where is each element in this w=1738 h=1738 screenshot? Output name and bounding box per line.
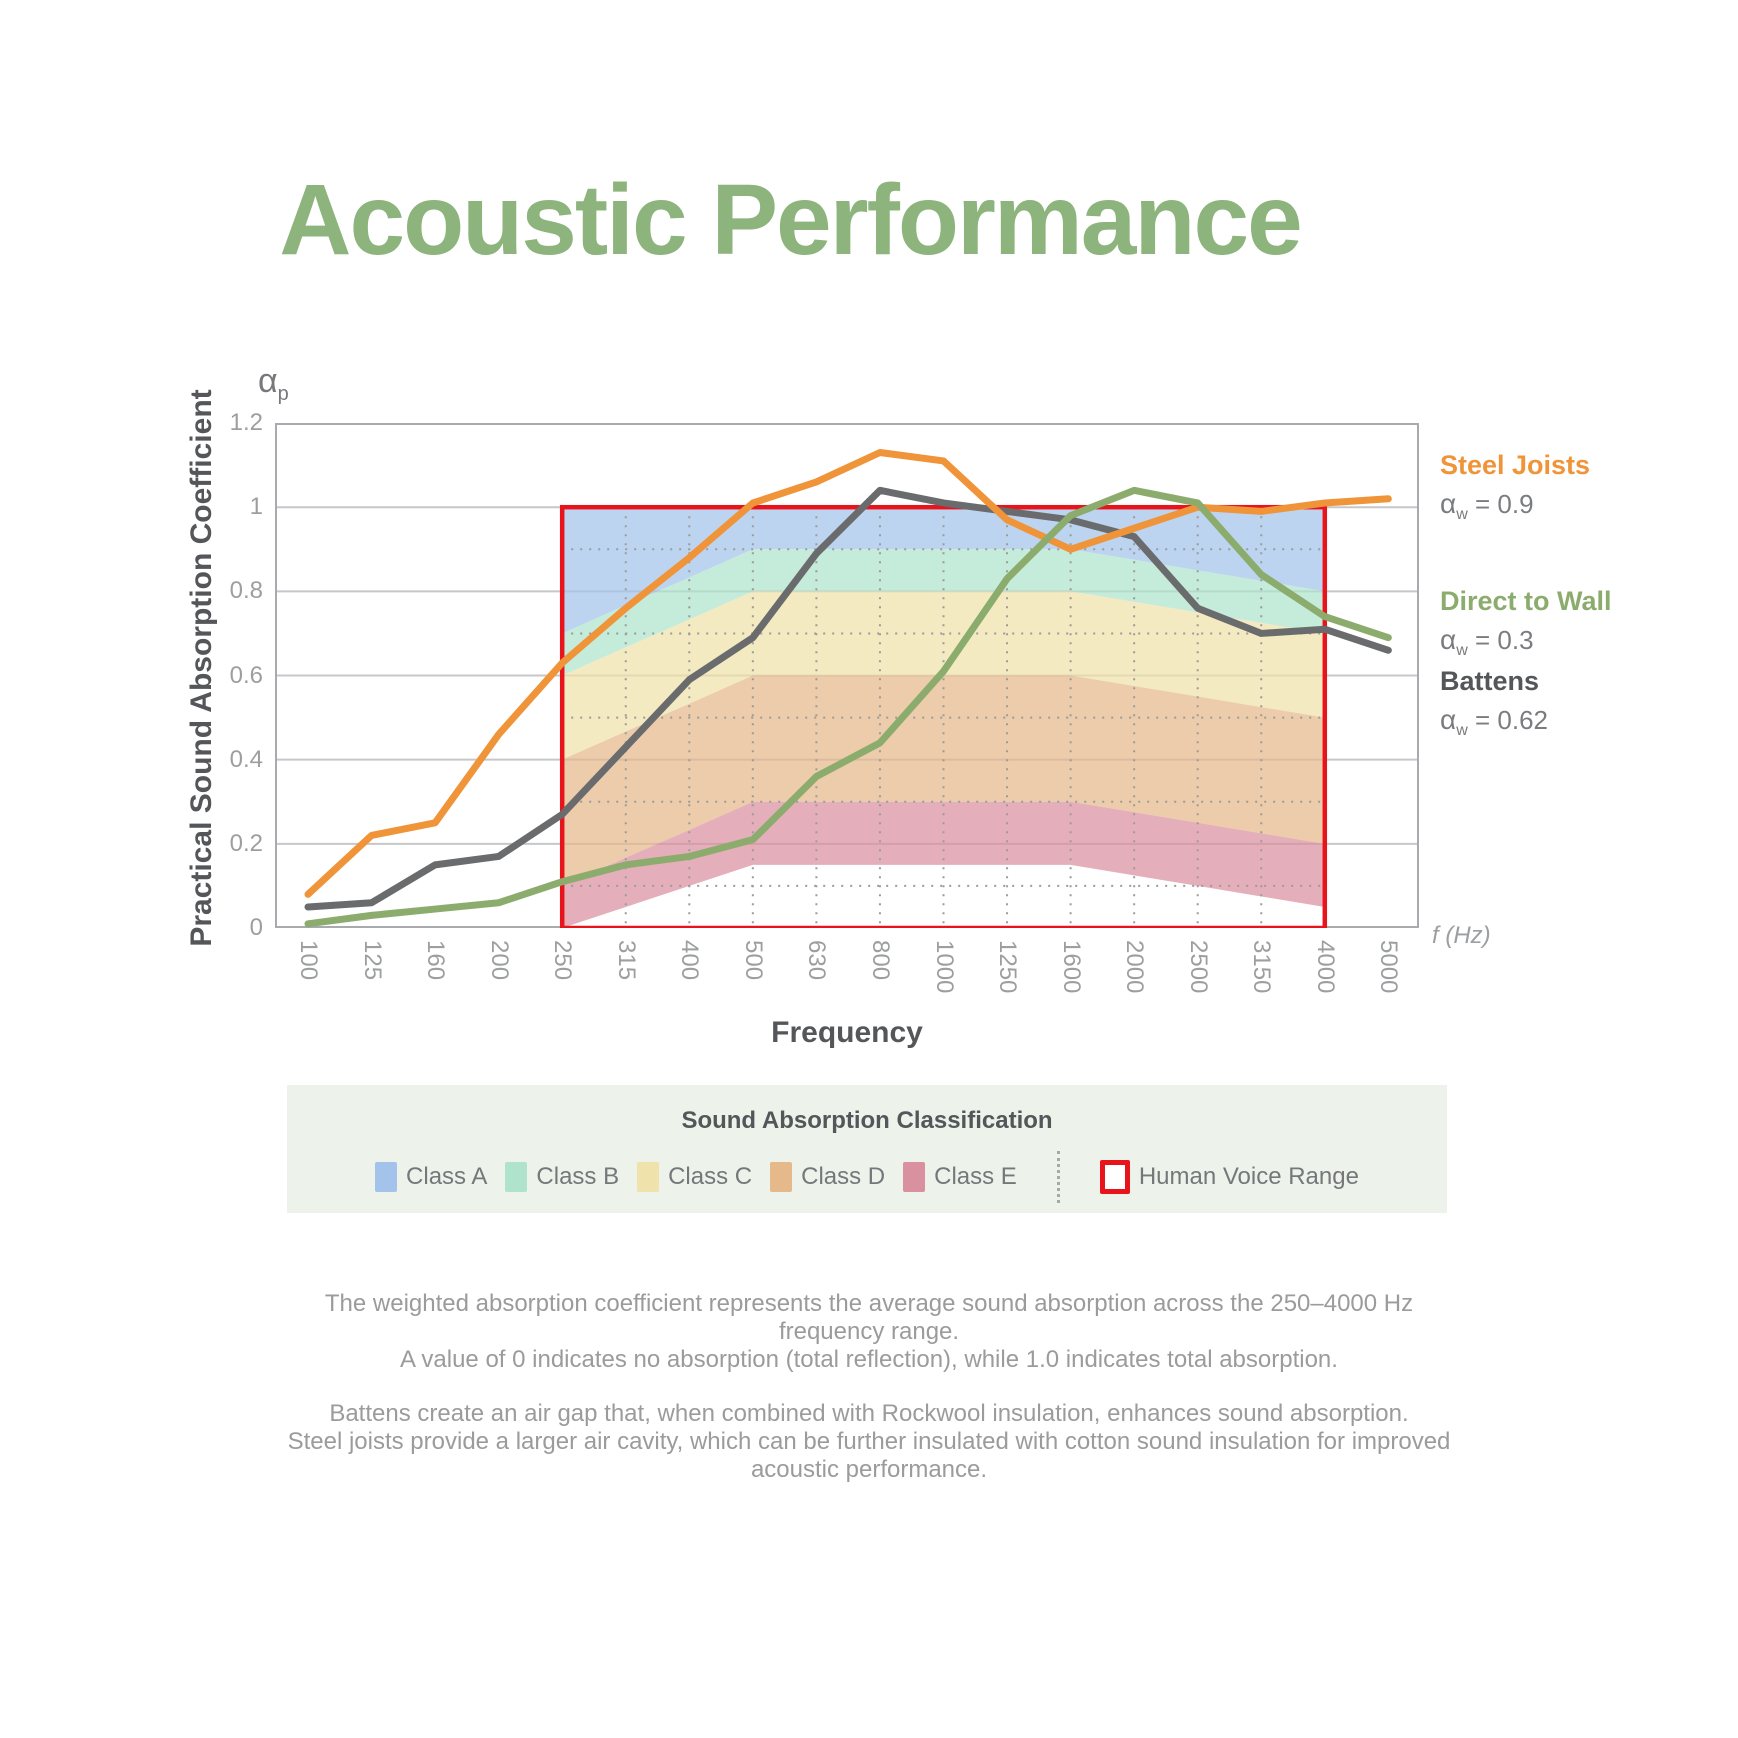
- x-axis-title: Frequency: [771, 1016, 923, 1049]
- legend-item-class-c: Class C: [637, 1162, 752, 1192]
- y-tick-label: 0.6: [229, 661, 263, 689]
- class-b-swatch-icon: [505, 1162, 528, 1192]
- x-tick-label: 5000: [1375, 940, 1403, 994]
- series-line-battens: [304, 486, 1392, 911]
- class-d-swatch-icon: [770, 1162, 793, 1192]
- series-alpha-w: αw = 0.3: [1440, 624, 1534, 660]
- legend-row: Class A Class B Class C Class D Class E: [287, 1151, 1447, 1203]
- x-tick-label: 125: [358, 940, 386, 981]
- class-a-swatch-icon: [375, 1162, 398, 1192]
- note-battens-joists: Battens create an air gap that, when com…: [287, 1400, 1451, 1483]
- x-tick-label: 315: [612, 940, 640, 981]
- y-tick-label: 0.8: [229, 577, 263, 605]
- x-tick-label: 250: [549, 940, 577, 981]
- legend-title: Sound Absorption Classification: [681, 1107, 1053, 1134]
- y-tick-label: 0: [249, 914, 263, 941]
- series-name: Steel Joists: [1440, 450, 1591, 480]
- series-line-direct-to-wall: [304, 486, 1392, 928]
- series-label-battens: Battens αw = 0.62: [1440, 666, 1548, 740]
- x-tick-label: 100: [295, 940, 322, 981]
- legend-item-human-voice-range: Human Voice Range: [1099, 1160, 1359, 1194]
- legend-item-class-a: Class A: [375, 1162, 487, 1192]
- x-tick-label: 1000: [930, 940, 958, 994]
- class-c-swatch-icon: [637, 1162, 660, 1192]
- legend-separator: [1056, 1151, 1060, 1203]
- legend-item-class-e: Class E: [903, 1162, 1017, 1192]
- legend-item-class-b: Class B: [505, 1162, 619, 1192]
- x-tick-label: 1600: [1057, 940, 1085, 994]
- series-alpha-w: αw = 0.9: [1440, 488, 1534, 524]
- plot-area: [275, 422, 1419, 931]
- x-tick-label: 4000: [1311, 940, 1339, 994]
- x-tick-label: 630: [803, 940, 831, 981]
- y-tick-label: 0.4: [229, 745, 263, 773]
- y-tick-label: 0.2: [229, 829, 263, 857]
- x-tick-label: 160: [422, 940, 450, 981]
- y-tick-label: 1.2: [229, 409, 263, 437]
- x-tick-label: 3150: [1248, 940, 1276, 994]
- note-weighted-coefficient: The weighted absorption coefficient repr…: [324, 1290, 1414, 1373]
- series-label-direct-to-wall: Direct to Wall αw = 0.3: [1440, 586, 1612, 660]
- band-class-d: [562, 675, 1325, 886]
- x-tick-label: 800: [866, 940, 894, 981]
- x-tick-label: 2000: [1121, 940, 1149, 994]
- series-name: Direct to Wall: [1440, 586, 1612, 616]
- series-label-steel-joists: Steel Joists αw = 0.9: [1440, 450, 1590, 524]
- voice-range-swatch-icon: [1099, 1160, 1130, 1194]
- y-tick-label: 1: [249, 493, 263, 521]
- x-axis-symbol: f (Hz): [1432, 922, 1491, 949]
- x-tick-label: 1250: [994, 940, 1022, 994]
- x-tick-label: 2500: [1184, 940, 1212, 994]
- series-line-steel-joists: [304, 448, 1392, 898]
- x-tick-label: 200: [485, 940, 513, 981]
- class-e-swatch-icon: [903, 1162, 926, 1192]
- chart-svg: [275, 422, 1419, 931]
- band-class-e: [562, 801, 1325, 928]
- x-tick-label: 500: [739, 940, 767, 981]
- legend-item-class-d: Class D: [770, 1162, 885, 1192]
- series-alpha-w: αw = 0.62: [1440, 704, 1548, 740]
- footnotes: The weighted absorption coefficient repr…: [269, 1290, 1469, 1484]
- legend-panel: Sound Absorption Classification Class A …: [287, 1085, 1447, 1213]
- page-title: Acoustic Performance: [279, 164, 1302, 276]
- y-axis-symbol: αp: [258, 362, 289, 405]
- series-name: Battens: [1440, 666, 1540, 696]
- x-tick-label: 400: [676, 940, 704, 981]
